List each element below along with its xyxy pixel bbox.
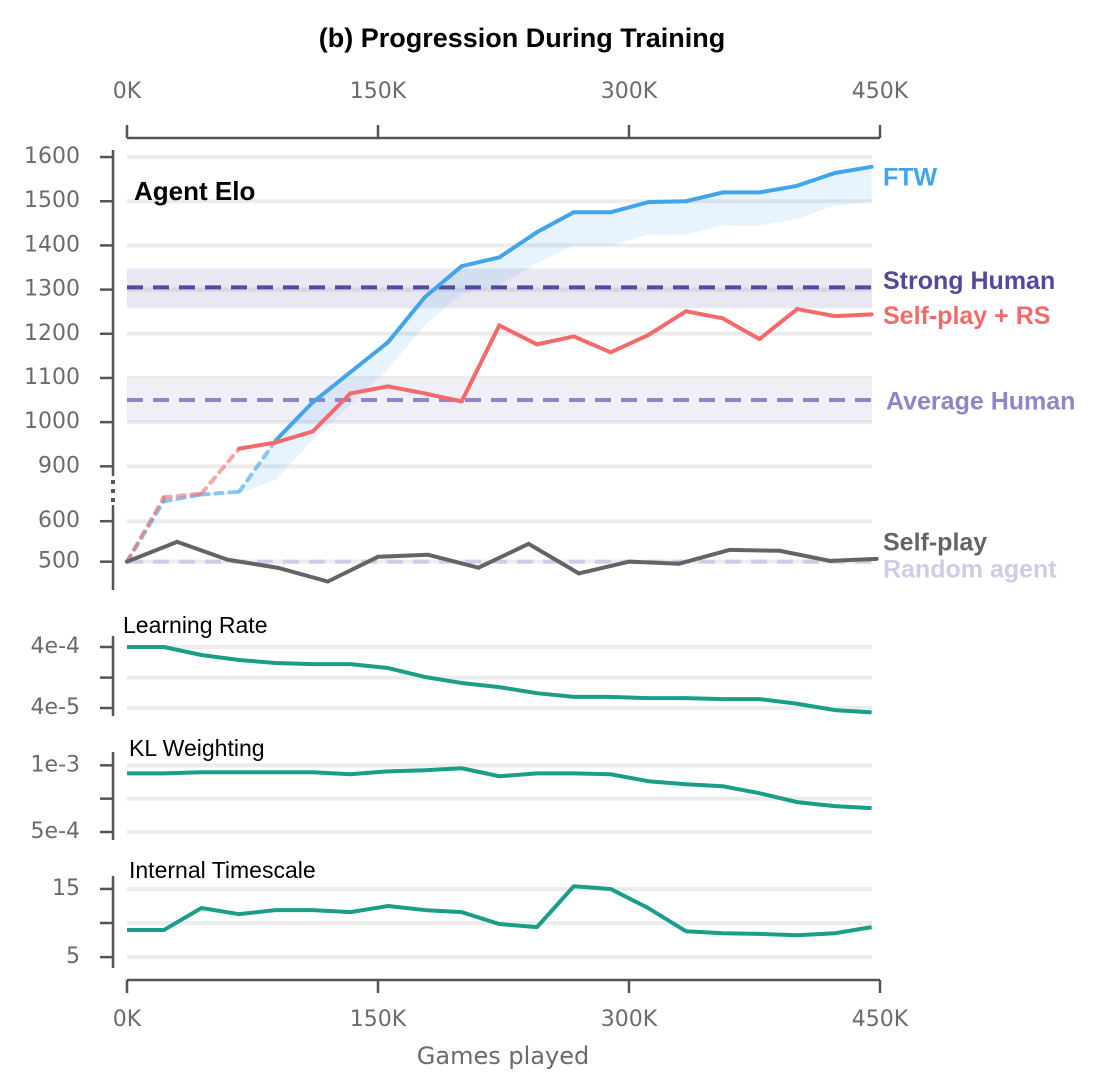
series-line-segment <box>459 255 502 269</box>
x-tick-label: 150K <box>350 1007 407 1032</box>
series-band <box>127 166 872 562</box>
series-line-segment <box>646 199 688 205</box>
series-line <box>127 766 872 811</box>
series-line-segment <box>273 400 315 443</box>
series-line-segment <box>175 539 230 562</box>
series-line <box>127 645 872 715</box>
series-line-segment <box>476 541 531 570</box>
series-line-segment <box>386 295 427 345</box>
series-line-segment <box>426 552 481 570</box>
series-line-segment <box>125 495 166 564</box>
series-line-segment <box>273 429 315 445</box>
y-tick-label: 1200 <box>24 321 80 346</box>
y-tick-label: 600 <box>38 508 80 533</box>
series-line-segment <box>757 183 800 195</box>
series-line-segment <box>526 541 581 576</box>
series-line-segment <box>422 264 464 300</box>
series-line-segment <box>777 548 832 563</box>
series-line-segment <box>161 491 204 500</box>
series-line-segment <box>832 164 874 175</box>
series-line-segment <box>348 340 391 375</box>
y-tick-label: 5 <box>66 944 80 969</box>
series-line-segment <box>608 333 651 355</box>
panel-title: KL Weighting <box>129 735 265 761</box>
series-line-segment <box>199 446 242 496</box>
series-line-segment <box>237 440 278 451</box>
series-line-segment <box>677 547 732 566</box>
x-tick-label: 450K <box>852 79 909 104</box>
series-line-segment <box>534 334 576 347</box>
series-line-segment <box>497 230 539 260</box>
series-line-segment <box>720 316 762 342</box>
reference-label: Strong Human <box>883 267 1055 295</box>
series-line-segment <box>727 547 782 553</box>
series-line-segment <box>348 384 391 396</box>
series-label: FTW <box>883 163 938 191</box>
x-tick-label: 450K <box>852 1007 909 1032</box>
y-tick-label: 500 <box>38 549 80 574</box>
series-line-segment <box>310 391 353 434</box>
series-line-segment <box>225 557 280 570</box>
y-tick-label: 1300 <box>24 277 80 302</box>
series-line-segment <box>497 323 539 347</box>
series-line-segment <box>422 391 464 404</box>
series-line-segment <box>571 334 613 355</box>
x-tick-label: 0K <box>113 79 142 104</box>
panel-title: Learning Rate <box>123 612 268 638</box>
series-line-segment <box>795 307 837 319</box>
panel-title: Internal Timescale <box>129 857 316 883</box>
series-line-segment <box>576 559 631 576</box>
series-line-segment <box>683 190 725 204</box>
series-line-segment <box>627 559 682 566</box>
series-label: Self-play + RS <box>883 302 1050 330</box>
series-line <box>127 884 872 938</box>
series-line-segment <box>376 552 431 559</box>
y-tick-label: 1e-3 <box>31 752 80 777</box>
y-tick-label: 1600 <box>24 144 80 169</box>
y-tick-label: 1100 <box>24 365 80 390</box>
series-line-segment <box>608 200 651 215</box>
y-tick-label: 15 <box>52 876 80 901</box>
series-line-segment <box>237 438 278 494</box>
y-tick-label: 5e-4 <box>31 819 80 844</box>
series-line-segment <box>827 556 879 563</box>
y-tick-label: 1400 <box>24 232 80 257</box>
y-tick-label: 4e-4 <box>31 634 80 659</box>
series-line-segment <box>199 489 242 497</box>
series-line-segment <box>310 370 353 405</box>
series-line-segment <box>757 307 800 342</box>
panel-title: Agent Elo <box>134 176 255 206</box>
series-line-segment <box>683 309 725 321</box>
y-tick-label: 4e-5 <box>31 695 80 720</box>
x-tick-label: 150K <box>350 79 407 104</box>
reference-label: Random agent <box>883 555 1057 583</box>
series-line-segment <box>125 539 180 564</box>
x-tick-label: 0K <box>113 1007 142 1032</box>
y-tick-label: 1500 <box>24 188 80 213</box>
series-line-segment <box>832 312 874 319</box>
series-label: Self-play <box>883 528 987 556</box>
x-tick-label: 300K <box>601 79 658 104</box>
figure-title: (b) Progression During Training <box>319 23 726 53</box>
reference-label: Average Human <box>886 388 1075 416</box>
y-tick-label: 900 <box>38 453 80 478</box>
series-line-segment <box>459 323 502 404</box>
series-line-segment <box>325 554 380 584</box>
series-line-segment <box>646 309 688 338</box>
series-line-segment <box>275 565 330 584</box>
x-tick-label: 300K <box>601 1007 658 1032</box>
x-axis-label: Games played <box>417 1042 589 1070</box>
series-line-segment <box>534 210 576 235</box>
series-line-segment <box>795 170 837 188</box>
series-line-segment <box>386 384 427 396</box>
y-tick-label: 1000 <box>24 409 80 434</box>
